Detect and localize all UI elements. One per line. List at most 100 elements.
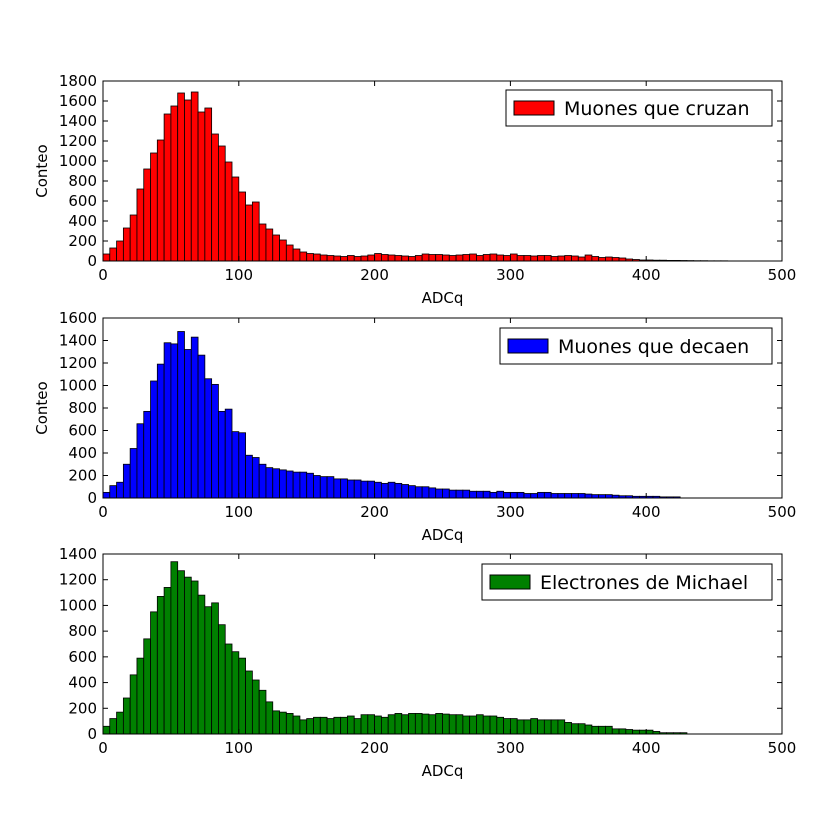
x-tick-label: 500 — [768, 739, 797, 757]
histogram-bar — [360, 255, 369, 262]
histogram-bar — [109, 247, 117, 262]
histogram-bar — [557, 255, 566, 262]
histogram-bar — [367, 714, 375, 735]
histogram-bar — [231, 176, 240, 262]
histogram-bar — [251, 457, 260, 499]
histogram-bar — [197, 111, 206, 262]
legend-label: Electrones de Michael — [540, 572, 748, 594]
histogram-bar — [319, 716, 328, 735]
histogram-bar — [448, 255, 457, 262]
histogram-bar — [380, 482, 389, 499]
histogram-bar — [347, 255, 355, 262]
histogram-bar — [177, 331, 185, 499]
histogram-bar — [591, 256, 600, 262]
histogram-bar — [299, 251, 308, 262]
histogram-bar — [550, 719, 559, 735]
histogram-bar — [163, 587, 172, 735]
histogram-bar — [611, 257, 620, 262]
y-tick-label: 400 — [68, 444, 97, 462]
histogram-bar — [367, 480, 375, 499]
legend: Muones que decaen — [499, 327, 773, 365]
histogram-bar — [306, 472, 314, 499]
histogram-bar — [414, 713, 423, 735]
histogram-bar — [367, 254, 375, 262]
histogram-bar — [442, 254, 450, 262]
x-tick-label: 0 — [98, 503, 108, 521]
histogram-bar — [129, 214, 138, 262]
x-axis-label: ADCq — [422, 289, 464, 307]
histogram-bar — [211, 133, 219, 262]
histogram-bar — [509, 491, 518, 499]
y-tick-label: 800 — [68, 172, 97, 190]
histogram-bar — [136, 657, 145, 735]
chart-panel-2: 0 100 200 300 400 500020040060080010001200140… — [33, 309, 796, 544]
histogram-bar — [408, 485, 416, 499]
histogram-bar — [211, 602, 219, 735]
bars-group — [102, 561, 688, 735]
x-tick-label: 500 — [768, 503, 797, 521]
histogram-bar — [442, 488, 450, 499]
histogram-bar — [224, 161, 233, 262]
histogram-bar — [177, 570, 185, 735]
histogram-bar — [482, 715, 491, 735]
histogram-bar — [102, 491, 111, 499]
histogram-bar — [645, 729, 654, 735]
histogram-bar — [428, 714, 437, 735]
y-tick-label: 1800 — [59, 72, 97, 90]
x-tick-label: 400 — [632, 503, 661, 521]
histogram-bar — [197, 594, 206, 735]
chart-panel-1: 0 100 200 300 400 500020040060080010001200140… — [33, 72, 796, 307]
histogram-bar — [476, 255, 484, 262]
histogram-bar — [455, 489, 464, 499]
histogram-bar — [523, 255, 532, 262]
y-tick-label: 400 — [68, 674, 97, 692]
legend: Muones que cruzan — [505, 89, 773, 127]
histogram-bar — [170, 105, 179, 262]
histogram-bar — [272, 234, 280, 262]
x-tick-label: 0 — [98, 739, 108, 757]
histogram-bar — [333, 478, 342, 499]
legend-swatch — [489, 574, 531, 590]
histogram-bar — [326, 718, 335, 735]
histogram-bar — [462, 254, 471, 262]
histogram-bar — [448, 489, 457, 499]
chart-panel-3: 0 100 200 300 400 500 0 200 400 600 800 1000 1200 140… — [59, 545, 797, 780]
x-tick-label: 300 — [496, 739, 525, 757]
histogram-bar — [218, 624, 226, 735]
histogram-bar — [428, 254, 437, 262]
histogram-bar — [122, 463, 131, 499]
histogram-bar — [224, 408, 233, 499]
histogram-bar — [245, 670, 253, 735]
histogram-bar — [421, 713, 430, 735]
histogram-bar — [374, 253, 382, 262]
x-tick-label: 400 — [632, 739, 661, 757]
histogram-bar — [347, 715, 355, 735]
histogram-bar — [211, 383, 219, 499]
histogram-bar — [184, 99, 192, 262]
histogram-bar — [204, 378, 213, 499]
legend-label: Muones que cruzan — [564, 98, 750, 120]
histogram-bar — [190, 91, 199, 262]
y-tick-label: 0 — [87, 489, 97, 507]
y-tick-label: 1600 — [59, 92, 97, 110]
histogram-bar — [435, 254, 443, 262]
histogram-bar — [258, 223, 267, 262]
histogram-bar — [639, 729, 647, 735]
histogram-bar — [530, 718, 538, 735]
histogram-bar — [523, 719, 532, 735]
histogram-bar — [577, 256, 586, 262]
histogram-bar — [557, 719, 566, 735]
histogram-bar — [231, 651, 240, 735]
histogram-bar — [442, 713, 450, 735]
histogram-bar — [360, 480, 369, 499]
histogram-bar — [571, 493, 579, 499]
x-tick-label: 0 — [98, 266, 108, 284]
legend: Electrones de Michael — [481, 563, 773, 601]
histogram-bar — [421, 486, 430, 499]
histogram-bar — [143, 168, 151, 262]
histogram-bar — [184, 349, 192, 499]
axes-frame — [102, 553, 783, 735]
histogram-bar — [340, 256, 348, 262]
x-tick-label: 400 — [632, 266, 661, 284]
histogram-bar — [299, 471, 308, 499]
